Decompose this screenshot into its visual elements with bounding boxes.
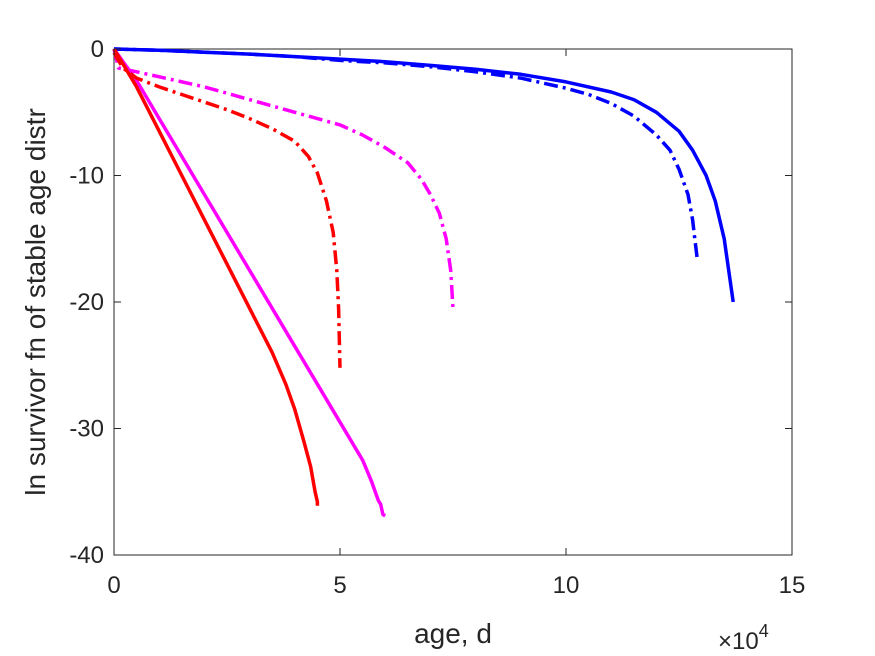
series-line-3 bbox=[112, 47, 387, 518]
x-tick-label: 0 bbox=[107, 572, 120, 599]
plot-area bbox=[113, 48, 793, 556]
x-multiplier-base: ×10 bbox=[718, 628, 759, 655]
y-tick-label: -20 bbox=[69, 289, 104, 316]
y-tick-label: 0 bbox=[91, 36, 104, 63]
y-tick-label: -30 bbox=[69, 416, 104, 443]
series-layer bbox=[112, 47, 735, 518]
ticks-layer: 0 5 10 15 0 -10 -20 -30 -40 bbox=[69, 36, 805, 599]
x-multiplier-exponent: 4 bbox=[759, 621, 769, 641]
series-line-4 bbox=[112, 48, 455, 309]
y-tick-label: -10 bbox=[69, 163, 104, 190]
x-axis-label: age, d bbox=[414, 618, 492, 649]
x-tick-label: 15 bbox=[779, 572, 806, 599]
y-tick-label: -40 bbox=[69, 542, 104, 569]
x-tick-label: 5 bbox=[333, 572, 346, 599]
y-axis-label: ln survivor fn of stable age distr bbox=[20, 108, 51, 496]
x-tick-label: 10 bbox=[553, 572, 580, 599]
series-line-1 bbox=[113, 47, 735, 303]
series-line-6 bbox=[112, 51, 342, 368]
x-axis-multiplier: ×104 bbox=[718, 621, 769, 655]
series-line-5 bbox=[112, 48, 320, 506]
